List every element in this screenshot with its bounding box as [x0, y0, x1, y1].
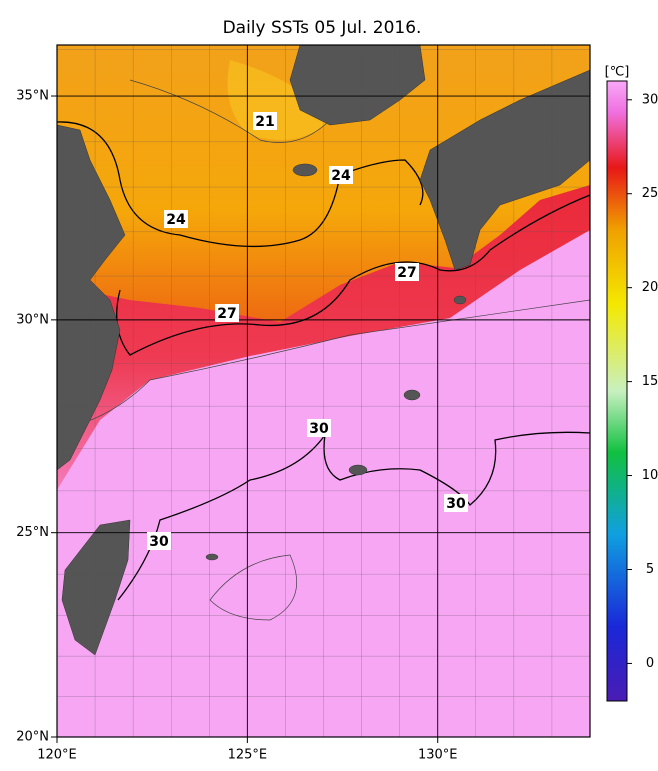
contour-label: 27 [217, 306, 236, 322]
contour-label: 24 [331, 168, 351, 184]
contour-label-box [215, 304, 239, 322]
contour-label: 30 [446, 496, 466, 512]
y-tick-label: 30°N [16, 312, 49, 327]
colorbar-tick-label: 5 [646, 562, 654, 577]
colorbar-unit: [℃] [605, 65, 630, 80]
x-tick-label: 125°E [228, 748, 268, 763]
contour-label: 27 [397, 265, 416, 281]
contour-label-box [395, 263, 419, 281]
colorbar-tick-label: 15 [642, 374, 658, 389]
contour-label-box [444, 494, 468, 512]
y-tick-label: 35°N [16, 89, 49, 104]
contour-label: 24 [166, 212, 186, 228]
contour-label-box [307, 419, 331, 437]
y-tick-label: 25°N [16, 525, 49, 540]
thin-contours [57, 79, 590, 621]
colorbar-tick-label: 10 [642, 468, 658, 483]
contour-label: 30 [309, 421, 329, 437]
contour-label-box [164, 210, 188, 228]
colorbar [606, 80, 628, 702]
contours [57, 121, 590, 601]
x-tick-label: 120°E [37, 748, 77, 763]
colorbar-tick-label: 25 [642, 186, 658, 201]
colorbar-tick-label: 30 [642, 92, 658, 107]
colorbar-tick-label: 0 [646, 656, 654, 671]
grid [57, 45, 590, 737]
contour-label: 21 [255, 114, 274, 130]
contour-label-box [253, 112, 277, 130]
contour-label-box [147, 532, 171, 550]
contour-label-box [329, 166, 353, 184]
map-frame [56, 44, 591, 738]
colorbar-tick-label: 20 [642, 280, 658, 295]
map-area [57, 45, 590, 737]
land [57, 45, 590, 656]
y-tick-label: 20°N [16, 730, 49, 745]
contour-label: 30 [149, 534, 169, 550]
x-tick-label: 130°E [418, 748, 458, 763]
map-title: Daily SSTs 05 Jul. 2016. [223, 18, 422, 38]
